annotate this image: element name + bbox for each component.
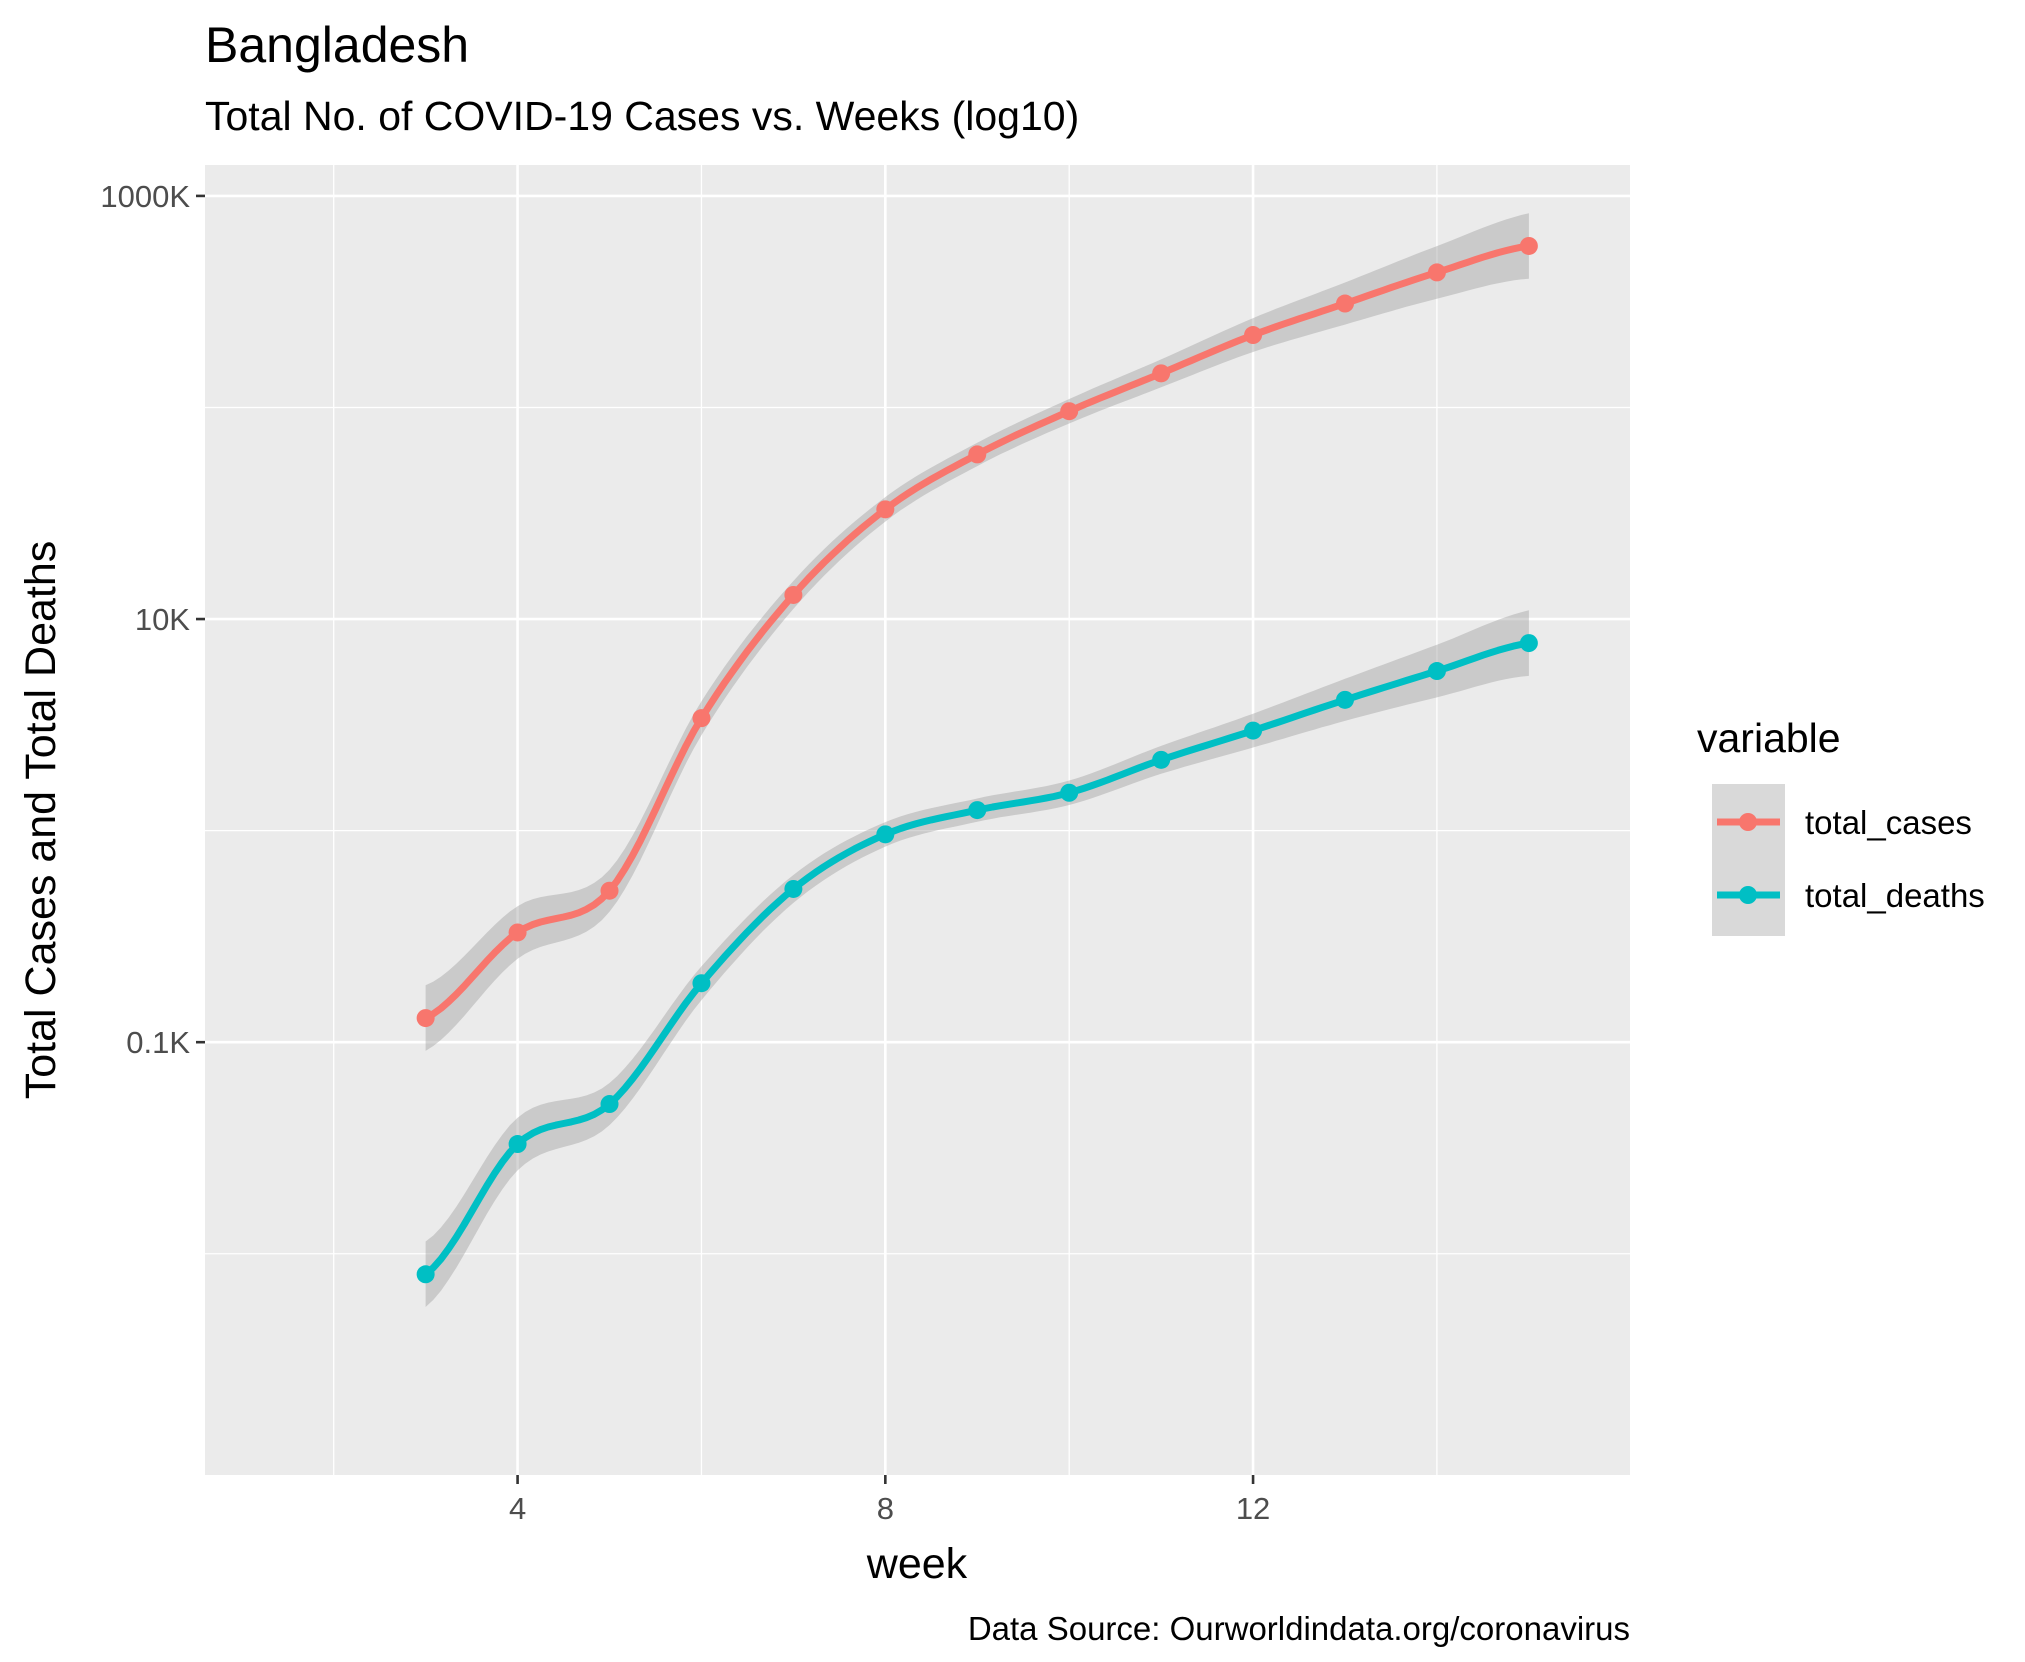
- y-tick-label: 1000K: [100, 179, 190, 214]
- point-total-cases: [1519, 236, 1538, 255]
- y-tick-label: 10K: [135, 602, 190, 637]
- point-total-deaths: [508, 1135, 527, 1154]
- point-total-cases: [1336, 294, 1354, 313]
- point-total-cases: [1060, 402, 1079, 421]
- y-axis-title: Total Cases and Total Deaths: [17, 541, 65, 1100]
- point-total-cases: [416, 1009, 435, 1028]
- point-total-cases: [1152, 364, 1171, 383]
- point-total-cases: [508, 923, 527, 942]
- y-axis: 0.1K 10K 1000K: [100, 179, 205, 1060]
- x-tick-label: 4: [509, 1491, 526, 1526]
- point-total-deaths: [1244, 721, 1263, 740]
- point-total-deaths: [1336, 690, 1354, 709]
- chart-subtitle: Total No. of COVID-19 Cases vs. Weeks (l…: [205, 93, 1079, 139]
- point-total-cases: [1244, 326, 1263, 345]
- legend-title: variable: [1697, 715, 1841, 761]
- legend-key-point-total-cases: [1739, 813, 1757, 831]
- legend: variable total_cases total_deaths: [1697, 715, 1985, 936]
- legend-label-total-deaths: total_deaths: [1805, 877, 1985, 914]
- grid-minor: [205, 165, 1630, 1475]
- legend-key-background: [1712, 784, 1785, 936]
- x-tick-label: 12: [1236, 1491, 1270, 1526]
- point-total-deaths: [692, 974, 711, 993]
- point-total-deaths: [1427, 662, 1446, 681]
- caption: Data Source: Ourworldindata.org/coronavi…: [968, 1610, 1630, 1647]
- point-total-deaths: [1152, 750, 1171, 769]
- point-total-deaths: [416, 1265, 435, 1284]
- point-total-cases: [784, 585, 803, 604]
- point-total-cases: [968, 445, 987, 464]
- x-axis-title: week: [866, 1540, 968, 1588]
- point-total-cases: [876, 500, 895, 519]
- point-total-deaths: [968, 801, 987, 820]
- point-total-deaths: [1060, 783, 1079, 802]
- point-total-deaths: [600, 1095, 619, 1114]
- y-tick-label: 0.1K: [126, 1025, 190, 1060]
- point-total-cases: [600, 881, 619, 900]
- point-total-cases: [692, 709, 711, 728]
- legend-label-total-cases: total_cases: [1805, 804, 1972, 841]
- point-total-cases: [1427, 263, 1446, 282]
- x-axis: 4 8 12: [509, 1475, 1270, 1526]
- point-total-deaths: [1519, 634, 1538, 653]
- legend-key-point-total-deaths: [1739, 886, 1757, 904]
- band-total-cases: [425, 213, 1529, 1051]
- point-total-deaths: [784, 879, 803, 898]
- data-points: [416, 236, 1538, 1284]
- grid-major: [205, 165, 1630, 1475]
- chart-title: Bangladesh: [205, 17, 469, 73]
- point-total-deaths: [876, 825, 895, 844]
- x-tick-label: 8: [877, 1491, 894, 1526]
